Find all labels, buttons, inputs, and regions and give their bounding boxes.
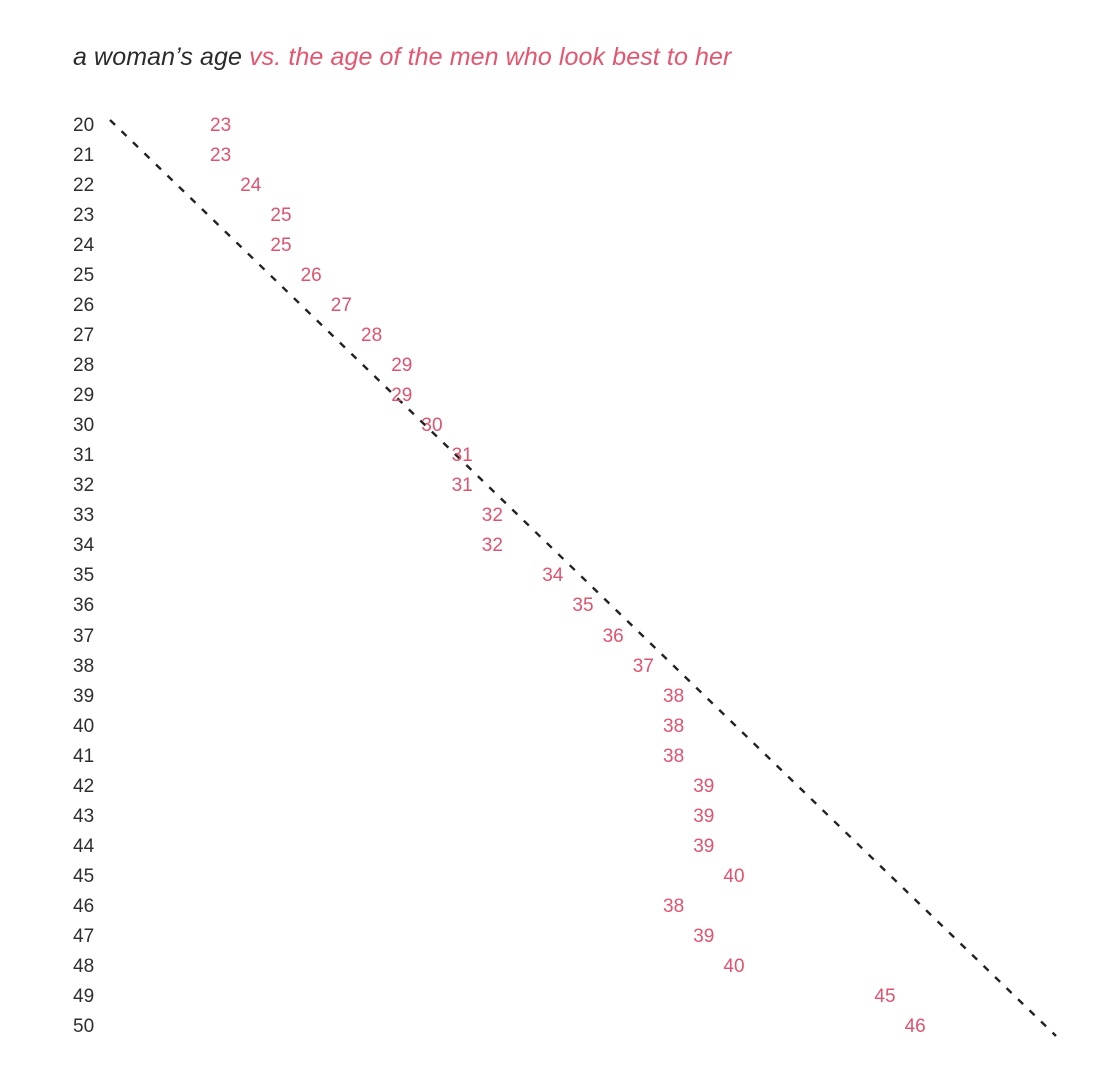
data-point-label: 25 xyxy=(270,205,292,227)
axis-label-woman-age: 20 xyxy=(73,115,95,136)
axis-label-woman-age: 32 xyxy=(73,475,95,497)
axis-label-woman-age: 48 xyxy=(73,955,95,977)
data-point-label: 31 xyxy=(451,475,473,497)
axis-label-woman-age: 34 xyxy=(73,535,95,557)
data-point-label: 28 xyxy=(361,325,383,347)
axis-label-woman-age: 23 xyxy=(73,205,95,227)
data-point-label: 39 xyxy=(693,925,715,947)
data-point-label: 23 xyxy=(210,145,232,167)
data-point-label: 38 xyxy=(663,685,685,707)
data-point-label: 29 xyxy=(391,385,413,407)
axis-label-woman-age: 39 xyxy=(73,685,95,707)
data-point-label: 31 xyxy=(451,445,473,467)
data-point-label: 40 xyxy=(723,865,745,887)
data-point-label: 46 xyxy=(904,1015,926,1037)
axis-label-woman-age: 41 xyxy=(73,745,95,767)
page-title: a woman’s age vs. the age of the men who… xyxy=(73,40,731,74)
data-point-label: 39 xyxy=(693,775,715,797)
axis-label-woman-age: 28 xyxy=(73,355,95,377)
data-point-label: 24 xyxy=(240,175,262,197)
axis-label-woman-age: 46 xyxy=(73,895,95,917)
data-point-label: 35 xyxy=(572,595,594,617)
axis-label-woman-age: 42 xyxy=(73,775,95,797)
axis-label-woman-age: 21 xyxy=(73,145,95,167)
axis-label-woman-age: 29 xyxy=(73,385,95,407)
data-point-label: 30 xyxy=(421,415,443,437)
data-point-label: 38 xyxy=(663,745,685,767)
data-point-label: 32 xyxy=(481,535,503,557)
data-point-label: 40 xyxy=(723,955,745,977)
axis-label-woman-age: 45 xyxy=(73,865,95,887)
data-point-label: 38 xyxy=(663,895,685,917)
axis-label-woman-age: 22 xyxy=(73,175,95,197)
data-point-label: 37 xyxy=(632,655,654,677)
data-point-label: 23 xyxy=(210,115,232,136)
data-point-label: 39 xyxy=(693,835,715,857)
axis-label-woman-age: 40 xyxy=(73,715,95,737)
axis-label-woman-age: 38 xyxy=(73,655,95,677)
data-point-label: 34 xyxy=(542,565,564,587)
axis-label-woman-age: 27 xyxy=(73,325,95,347)
title-dark-segment: a woman’s age xyxy=(73,43,243,71)
data-point-label: 25 xyxy=(270,235,292,257)
axis-label-woman-age: 44 xyxy=(73,835,95,857)
axis-label-woman-age: 24 xyxy=(73,235,95,257)
data-point-label: 26 xyxy=(300,265,322,287)
data-point-label: 45 xyxy=(874,985,896,1007)
axis-label-woman-age: 50 xyxy=(73,1015,95,1037)
diagonal-reference-line xyxy=(109,119,1057,1037)
data-point-label: 32 xyxy=(481,505,503,527)
axis-label-woman-age: 37 xyxy=(73,625,95,647)
data-point-label: 29 xyxy=(391,355,413,377)
data-point-label: 27 xyxy=(330,295,352,317)
axis-label-woman-age: 33 xyxy=(73,505,95,527)
data-point-label: 36 xyxy=(602,625,624,647)
axis-label-woman-age: 26 xyxy=(73,295,95,317)
data-point-label: 38 xyxy=(663,715,685,737)
axis-label-woman-age: 49 xyxy=(73,985,95,1007)
axis-label-woman-age: 43 xyxy=(73,805,95,827)
axis-label-woman-age: 35 xyxy=(73,565,95,587)
axis-label-woman-age: 30 xyxy=(73,415,95,437)
axis-label-woman-age: 36 xyxy=(73,595,95,617)
axis-label-woman-age: 47 xyxy=(73,925,95,947)
axis-label-woman-age: 31 xyxy=(73,445,95,467)
data-point-label: 39 xyxy=(693,805,715,827)
title-accent-segment: vs. the age of the men who look best to … xyxy=(249,43,732,71)
axis-label-woman-age: 25 xyxy=(73,265,95,287)
